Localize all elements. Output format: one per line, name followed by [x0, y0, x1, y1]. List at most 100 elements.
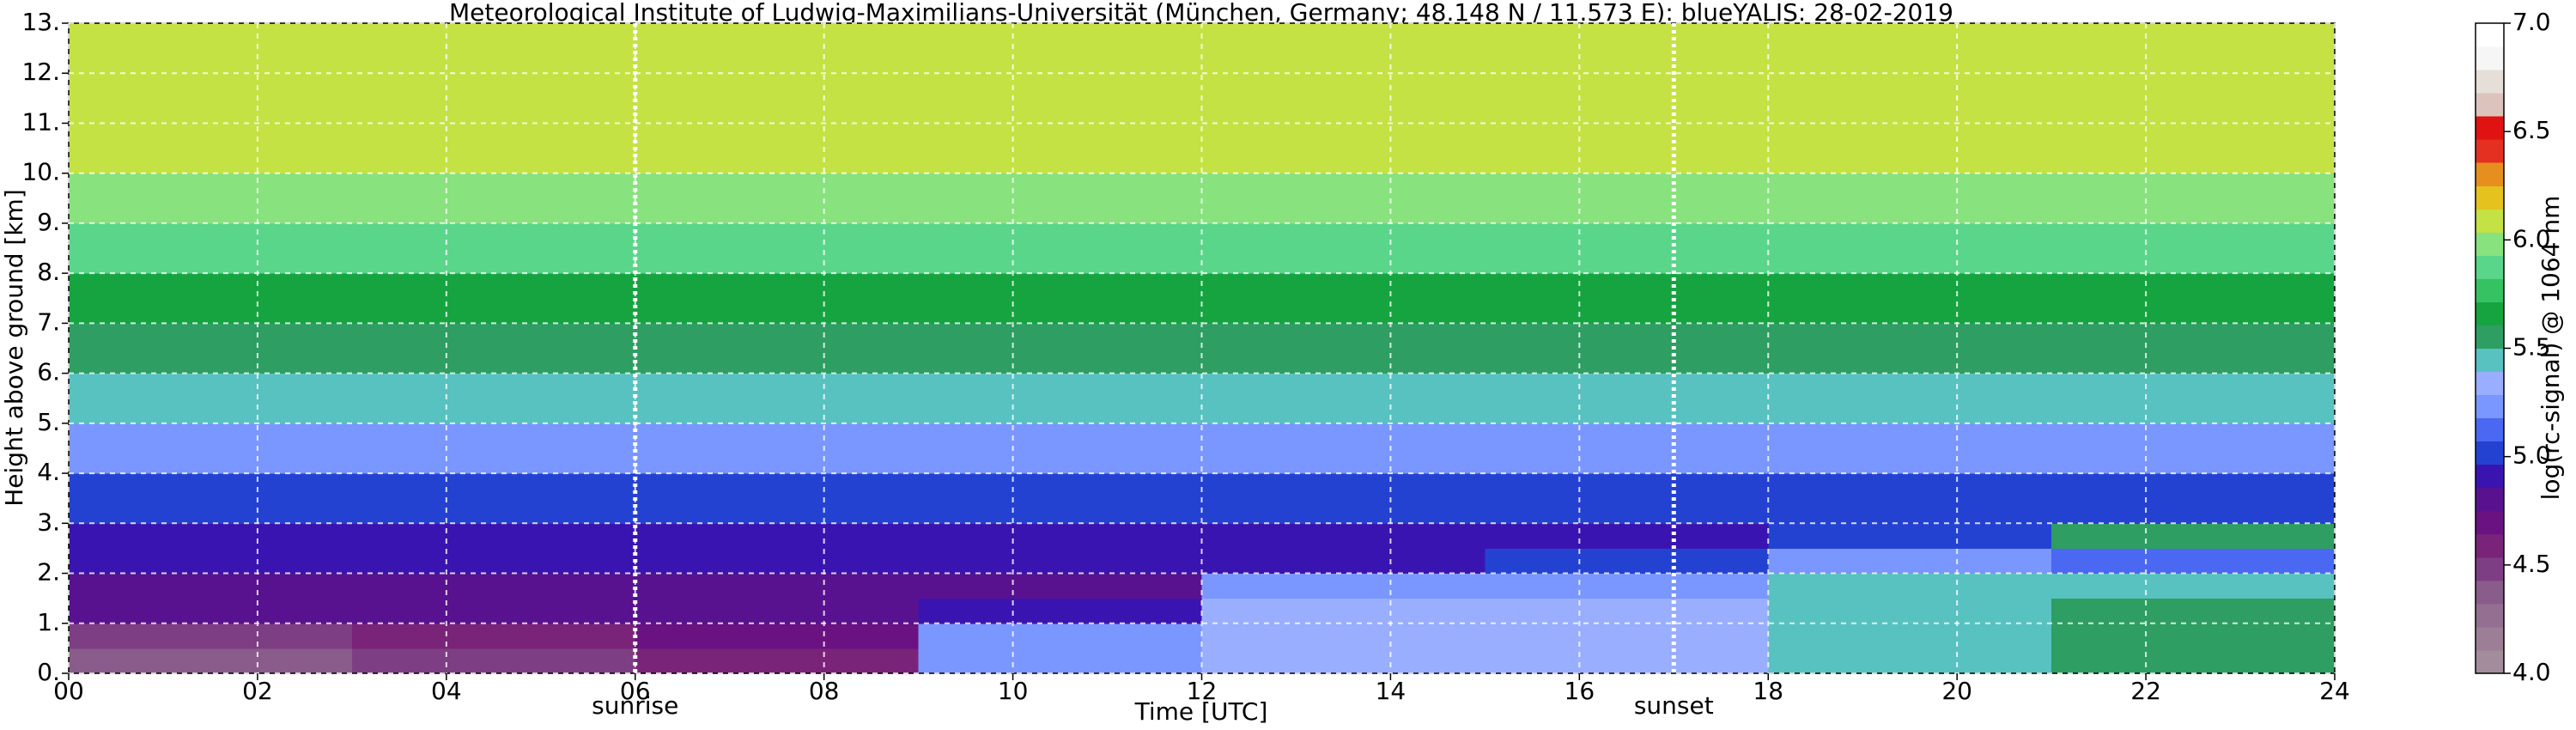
y-tick-label: 5. — [37, 408, 60, 436]
heatmap-cell — [2051, 23, 2336, 74]
heatmap-cell — [635, 373, 920, 424]
heatmap-cell — [1201, 423, 1485, 474]
colorbar-band — [2476, 371, 2504, 396]
heatmap-cell — [2051, 598, 2336, 624]
heatmap-cell — [1768, 573, 2052, 599]
heatmap-cell — [1768, 373, 2052, 424]
y-tick-label: 7. — [37, 307, 60, 336]
heatmap-cell — [635, 123, 920, 174]
heatmap-cell — [1201, 323, 1485, 374]
colorbar-tick-label: 4.5 — [2512, 550, 2551, 578]
heatmap-cell — [69, 23, 353, 74]
colorbar-band — [2476, 603, 2504, 628]
annotation: sunrise — [592, 691, 678, 720]
colorbar-band — [2476, 232, 2504, 256]
colorbar-tick-label: 5.0 — [2512, 441, 2551, 470]
heatmap-cell — [1768, 598, 2052, 624]
heatmap-cell — [635, 273, 920, 324]
colorbar-band — [2476, 70, 2504, 94]
x-tick-label: 20 — [1941, 677, 1972, 705]
y-tick-label: 8. — [37, 258, 60, 286]
x-tick-label: 14 — [1376, 677, 1406, 705]
heatmap-cell — [1768, 523, 2052, 549]
heatmap-cell — [918, 123, 1202, 174]
annotation: sunset — [1634, 691, 1714, 720]
heatmap-cell — [69, 648, 353, 674]
x-tick-label: 06 — [620, 677, 651, 705]
heatmap-cell — [1485, 523, 1769, 549]
heatmap-cell — [1201, 598, 1485, 624]
heatmap-cell — [351, 323, 636, 374]
heatmap-cell — [635, 648, 920, 674]
colorbar-band — [2476, 23, 2504, 47]
heatmap-cell — [351, 23, 636, 74]
y-tick-label: 12. — [21, 58, 60, 86]
colorbar-band — [2476, 649, 2504, 674]
heatmap-cell — [1485, 623, 1769, 649]
y-tick-label: 6. — [37, 358, 60, 386]
heatmap-cell — [1201, 548, 1485, 575]
colorbar-tick-label: 5.5 — [2512, 333, 2551, 362]
heatmap-cell — [918, 648, 1202, 674]
heatmap-cell — [1201, 222, 1485, 274]
y-tick-label: 3. — [37, 508, 60, 536]
y-axis-label: Height above ground [km] — [0, 189, 28, 507]
heatmap-cell — [1768, 423, 2052, 474]
heatmap-cell — [1485, 73, 1769, 124]
heatmap-cell — [1485, 648, 1769, 674]
heatmap-cell — [351, 548, 636, 575]
heatmap-cell — [2051, 173, 2336, 224]
heatmap-cell — [1768, 648, 2052, 674]
heatmap-cell — [69, 573, 353, 599]
heatmap-cell — [1485, 373, 1769, 424]
heatmap-cell — [918, 523, 1202, 549]
heatmap-cell — [1201, 648, 1485, 674]
heatmap-cell — [635, 623, 920, 649]
chart-title: Meteorological Institute of Ludwig-Maxim… — [449, 0, 1953, 27]
heatmap-cell — [2051, 373, 2336, 424]
heatmap-cell — [918, 573, 1202, 599]
heatmap-cell — [918, 23, 1202, 74]
colorbar-band — [2476, 394, 2504, 419]
colorbar-band — [2476, 487, 2504, 512]
heatmap-cell — [918, 423, 1202, 474]
y-tick-label: 13. — [21, 8, 60, 36]
heatmap-cell — [918, 222, 1202, 274]
heatmap-cell — [918, 273, 1202, 324]
heatmap-cell — [1768, 173, 2052, 224]
heatmap-cell — [635, 23, 920, 74]
colorbar-band — [2476, 278, 2504, 302]
heatmap-cell — [351, 523, 636, 549]
heatmap-cell — [1768, 222, 2052, 274]
heatmap-cell — [918, 73, 1202, 124]
colorbar-band — [2476, 533, 2504, 558]
heatmap-cell — [635, 73, 920, 124]
heatmap-cell — [69, 323, 353, 374]
colorbar-band — [2476, 46, 2504, 70]
y-tick-label: 4. — [37, 458, 60, 486]
heatmap-cell — [69, 548, 353, 575]
heatmap-cell — [351, 573, 636, 599]
heatmap-cell — [2051, 623, 2336, 649]
colorbar-band — [2476, 464, 2504, 489]
heatmap-cell — [2051, 423, 2336, 474]
x-tick-label: 02 — [242, 677, 273, 705]
heatmap-cell — [1768, 123, 2052, 174]
colorbar-band — [2476, 301, 2504, 325]
heatmap-cell — [1201, 573, 1485, 599]
colorbar-label: log(rc-signal) @ 1064 nm — [2537, 196, 2565, 501]
heatmap-cell — [69, 73, 353, 124]
heatmap-cell — [918, 373, 1202, 424]
heatmap-cell — [1768, 323, 2052, 374]
colorbar-band — [2476, 510, 2504, 535]
heatmap-cell — [351, 598, 636, 624]
colorbar-band — [2476, 162, 2504, 186]
heatmap-cell — [69, 222, 353, 274]
heatmap — [69, 23, 2336, 674]
heatmap-cell — [69, 373, 353, 424]
heatmap-cell — [2051, 273, 2336, 324]
heatmap-cell — [2051, 473, 2336, 524]
heatmap-cell — [351, 173, 636, 224]
heatmap-cell — [351, 648, 636, 674]
heatmap-cell — [2051, 73, 2336, 124]
